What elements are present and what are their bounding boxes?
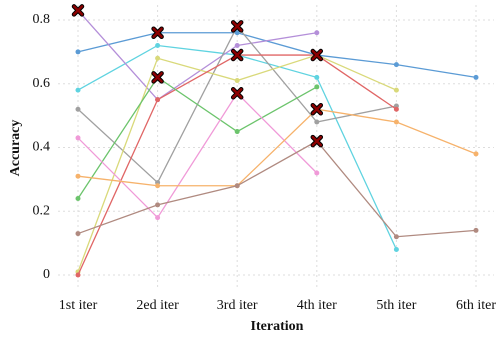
x-tick-label: 1st iter [59, 298, 98, 313]
point [234, 183, 240, 189]
series-line [77, 140, 477, 238]
highlight-marker [311, 135, 323, 147]
point [314, 119, 320, 125]
point [75, 272, 81, 278]
point [155, 97, 161, 103]
point [393, 247, 399, 253]
highlight-marker [231, 49, 243, 61]
point [234, 78, 240, 84]
point [314, 84, 320, 90]
point [393, 119, 399, 125]
y-tick-label: 0 [43, 267, 50, 282]
series-line [77, 25, 397, 184]
point [155, 42, 161, 48]
series-line [77, 76, 318, 199]
point [75, 49, 81, 55]
point [75, 106, 81, 112]
point [75, 135, 81, 141]
point [393, 87, 399, 93]
x-tick-label: 5th iter [376, 298, 416, 313]
highlight-marker [231, 21, 243, 32]
y-axis-label: Accuracy [8, 120, 23, 177]
highlight-marker [152, 27, 163, 38]
point [75, 196, 81, 202]
point [155, 183, 161, 189]
point [393, 234, 399, 240]
point [314, 74, 320, 80]
x-tick-label: 3rd iter [217, 298, 258, 313]
y-tick-label: 0.6 [33, 76, 51, 91]
highlight-marker [72, 5, 84, 16]
point [155, 55, 161, 61]
point [473, 227, 479, 233]
point [393, 106, 399, 112]
point [314, 170, 320, 176]
y-tick-label: 0.4 [33, 140, 51, 155]
highlight-marker [231, 88, 243, 99]
series-line [77, 9, 317, 101]
point [155, 202, 161, 208]
point [314, 30, 320, 36]
point [75, 173, 81, 179]
point [75, 231, 81, 237]
highlight-marker [311, 49, 323, 61]
point [234, 30, 240, 36]
point [234, 129, 240, 135]
x-axis-label: Iteration [251, 319, 304, 334]
x-tick-label: 6th iter [456, 298, 496, 313]
series-line [77, 32, 477, 79]
series-line [77, 92, 318, 219]
y-tick-label: 0.2 [33, 203, 51, 218]
series-line [77, 108, 477, 187]
point [393, 62, 399, 68]
x-tick-label: 2ed iter [136, 298, 179, 313]
point [155, 215, 161, 221]
highlight-marker [152, 72, 163, 83]
point [473, 74, 479, 80]
x-tick-label: 4th iter [297, 298, 337, 313]
y-tick-label: 0.8 [33, 12, 51, 27]
point [234, 42, 240, 48]
point [75, 87, 81, 93]
series-line [77, 54, 397, 273]
highlight-marker [311, 103, 323, 115]
point [473, 151, 479, 157]
